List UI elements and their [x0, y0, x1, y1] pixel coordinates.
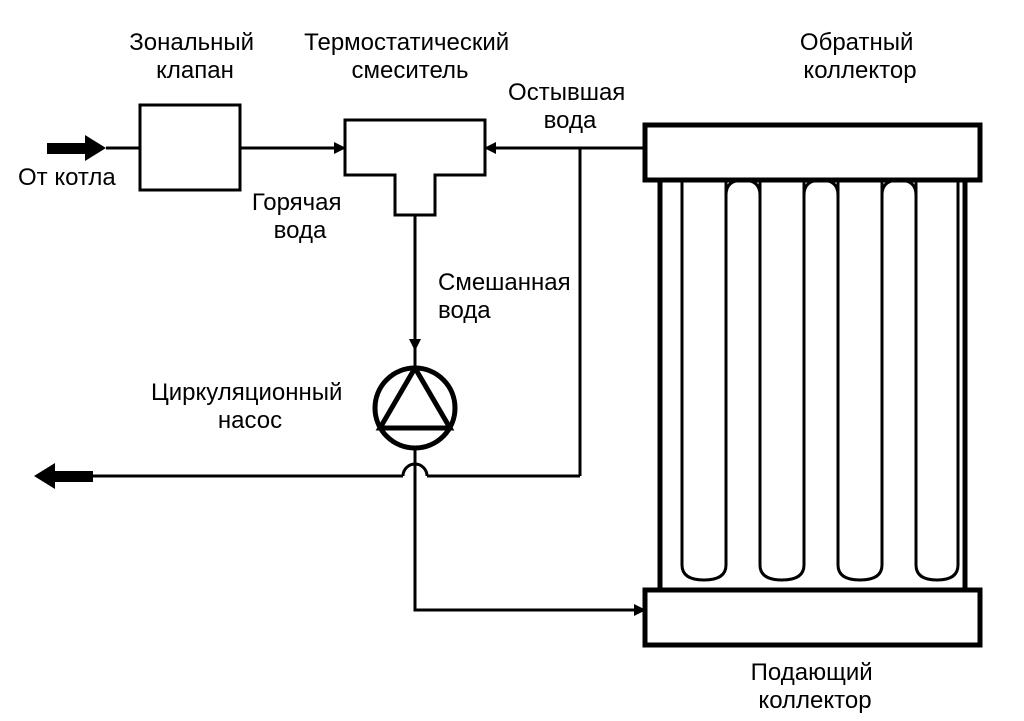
coils: [682, 180, 958, 580]
from-boiler-arrow: [47, 135, 106, 161]
supply-collector: [645, 590, 980, 645]
hot-water-label: Горячая вода: [252, 189, 348, 244]
pump-label: Циркуляционный насос: [151, 379, 349, 434]
coil-panel: [660, 180, 965, 590]
heating-diagram: Зональный клапан Термостатический смесит…: [0, 0, 1024, 721]
zone-valve: [140, 105, 240, 190]
mixer: [345, 120, 485, 215]
supply-collector-label: Подающий коллектор: [751, 659, 880, 714]
return-collector: [645, 125, 980, 180]
mixed-water-label: Смешанная вода: [438, 269, 577, 324]
cool-water-label: Остывшая вода: [508, 79, 632, 134]
pump-to-supply: [415, 476, 645, 610]
mixer-label: Термостатический смеситель: [304, 29, 516, 84]
return-collector-label: Обратный коллектор: [800, 29, 920, 84]
pump: [375, 368, 455, 448]
from-boiler-label: От котла: [18, 164, 116, 191]
out-left-arrow: [34, 463, 93, 489]
zone-valve-label: Зональный клапан: [129, 29, 261, 84]
